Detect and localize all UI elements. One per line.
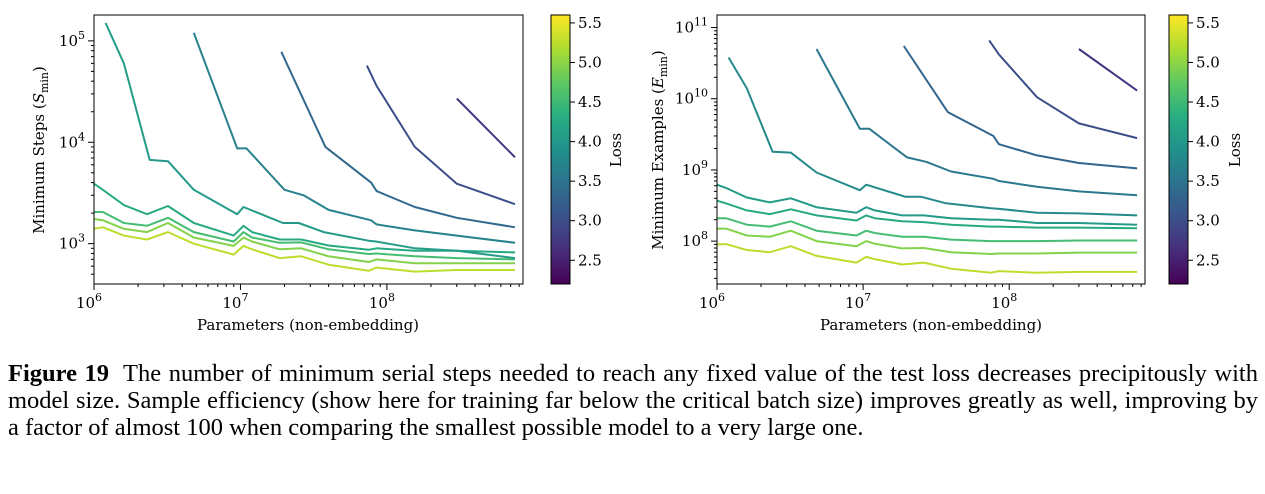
left-plot-series — [93, 22, 516, 273]
left-colorbar-tick-label-3: 4.0 — [578, 133, 602, 151]
right-series-line-3 — [716, 199, 1138, 230]
right-series-line-5 — [727, 56, 1138, 217]
left-colorbar-label: Loss — [607, 133, 625, 167]
left-x-tick-label-1: 107 — [222, 291, 248, 312]
left-colorbar-tick-label-4: 4.5 — [578, 93, 602, 111]
figure-19-charts: 106 107 108 103 104 105 Parameters (non-embe… — [30, 14, 1244, 334]
right-x-tick-label-0: 106 — [699, 291, 725, 312]
right-colorbar-ticks: 2.5 3.0 3.5 4.0 4.5 5.0 5.5 — [1188, 14, 1220, 269]
left-x-tick-label-0: 106 — [76, 291, 102, 312]
left-y-ticks: 103 104 105 — [59, 29, 94, 275]
figure-label: Figure 19 — [8, 360, 110, 387]
right-colorbar: 2.5 3.0 3.5 4.0 4.5 5.0 5.5 Loss — [1168, 14, 1244, 285]
right-colorbar-tick-label-5: 5.0 — [1196, 53, 1220, 71]
left-series-line-5 — [192, 32, 516, 244]
left-x-ticks: 106 107 108 — [76, 284, 520, 312]
left-y-tick-label-0: 103 — [59, 232, 85, 253]
right-colorbar-tick-label-4: 4.5 — [1196, 93, 1220, 111]
left-y-axis-label: Minimum Steps (Smin) — [30, 66, 51, 234]
left-colorbar-tick-label-0: 2.5 — [578, 251, 602, 269]
right-y-tick-label-0: 108 — [682, 229, 708, 250]
right-y-tick-label-3: 1011 — [675, 16, 708, 37]
right-chart: 106 107 108 108 109 1010 1011 Parameters (non… — [649, 14, 1244, 334]
right-series-line-7 — [902, 45, 1138, 170]
left-series-line-8 — [456, 97, 516, 159]
left-x-tick-label-2: 108 — [369, 291, 395, 312]
left-colorbar-tick-label-1: 3.0 — [578, 212, 602, 230]
left-series-line-7 — [365, 65, 516, 206]
right-y-tick-label-1: 109 — [682, 158, 708, 179]
right-y-tick-label-2: 1010 — [675, 87, 708, 108]
right-series-line-0 — [716, 243, 1138, 274]
right-y-ticks: 108 109 1010 1011 — [675, 16, 717, 279]
right-x-tick-label-1: 107 — [845, 291, 871, 312]
left-series-line-0 — [93, 226, 515, 273]
left-colorbar-tick-label-2: 3.5 — [578, 172, 602, 190]
right-x-tick-label-2: 108 — [991, 291, 1017, 312]
left-series-line-3 — [93, 182, 516, 254]
left-plot-frame — [93, 14, 524, 285]
left-series-line-6 — [280, 51, 516, 229]
right-colorbar-tick-label-3: 4.0 — [1196, 133, 1220, 151]
right-series-line-4 — [716, 183, 1138, 226]
right-colorbar-tick-label-1: 3.0 — [1196, 212, 1220, 230]
left-x-axis-label: Parameters (non-embedding) — [197, 316, 419, 334]
right-x-ticks: 106 107 108 — [699, 284, 1142, 312]
left-y-tick-label-1: 104 — [59, 130, 85, 151]
right-colorbar-gradient — [1168, 14, 1189, 285]
figure-caption: Figure 19 The number of minimum serial st… — [8, 360, 1258, 441]
left-colorbar-tick-label-6: 5.5 — [578, 14, 602, 32]
left-colorbar-tick-label-5: 5.0 — [578, 53, 602, 71]
left-series-line-4 — [104, 22, 516, 260]
left-colorbar-gradient — [550, 14, 571, 285]
right-colorbar-tick-label-2: 3.5 — [1196, 172, 1220, 190]
left-colorbar: 2.5 3.0 3.5 4.0 4.5 5.0 5.5 Loss — [550, 14, 625, 285]
right-series-line-2 — [717, 217, 1138, 243]
left-colorbar-ticks: 2.5 3.0 3.5 4.0 4.5 5.0 5.5 — [570, 14, 602, 269]
right-plot-series — [716, 39, 1138, 274]
right-y-axis-label: Minimum Examples (Emin) — [649, 50, 670, 250]
left-chart: 106 107 108 103 104 105 Parameters (non-embe… — [30, 14, 625, 334]
right-x-axis-label: Parameters (non-embedding) — [820, 316, 1042, 334]
left-series-line-1 — [93, 218, 515, 265]
left-series-line-2 — [94, 211, 516, 261]
caption-text: The number of minimum serial steps neede… — [8, 360, 1258, 441]
right-plot-frame — [716, 14, 1146, 285]
right-series-line-6 — [815, 48, 1138, 197]
right-colorbar-tick-label-6: 5.5 — [1196, 14, 1220, 32]
right-series-line-9 — [1078, 48, 1138, 92]
left-y-tick-label-2: 105 — [59, 29, 85, 50]
right-colorbar-label: Loss — [1226, 133, 1244, 167]
right-series-line-8 — [988, 39, 1138, 140]
right-series-line-1 — [717, 227, 1138, 255]
right-colorbar-tick-label-0: 2.5 — [1196, 251, 1220, 269]
